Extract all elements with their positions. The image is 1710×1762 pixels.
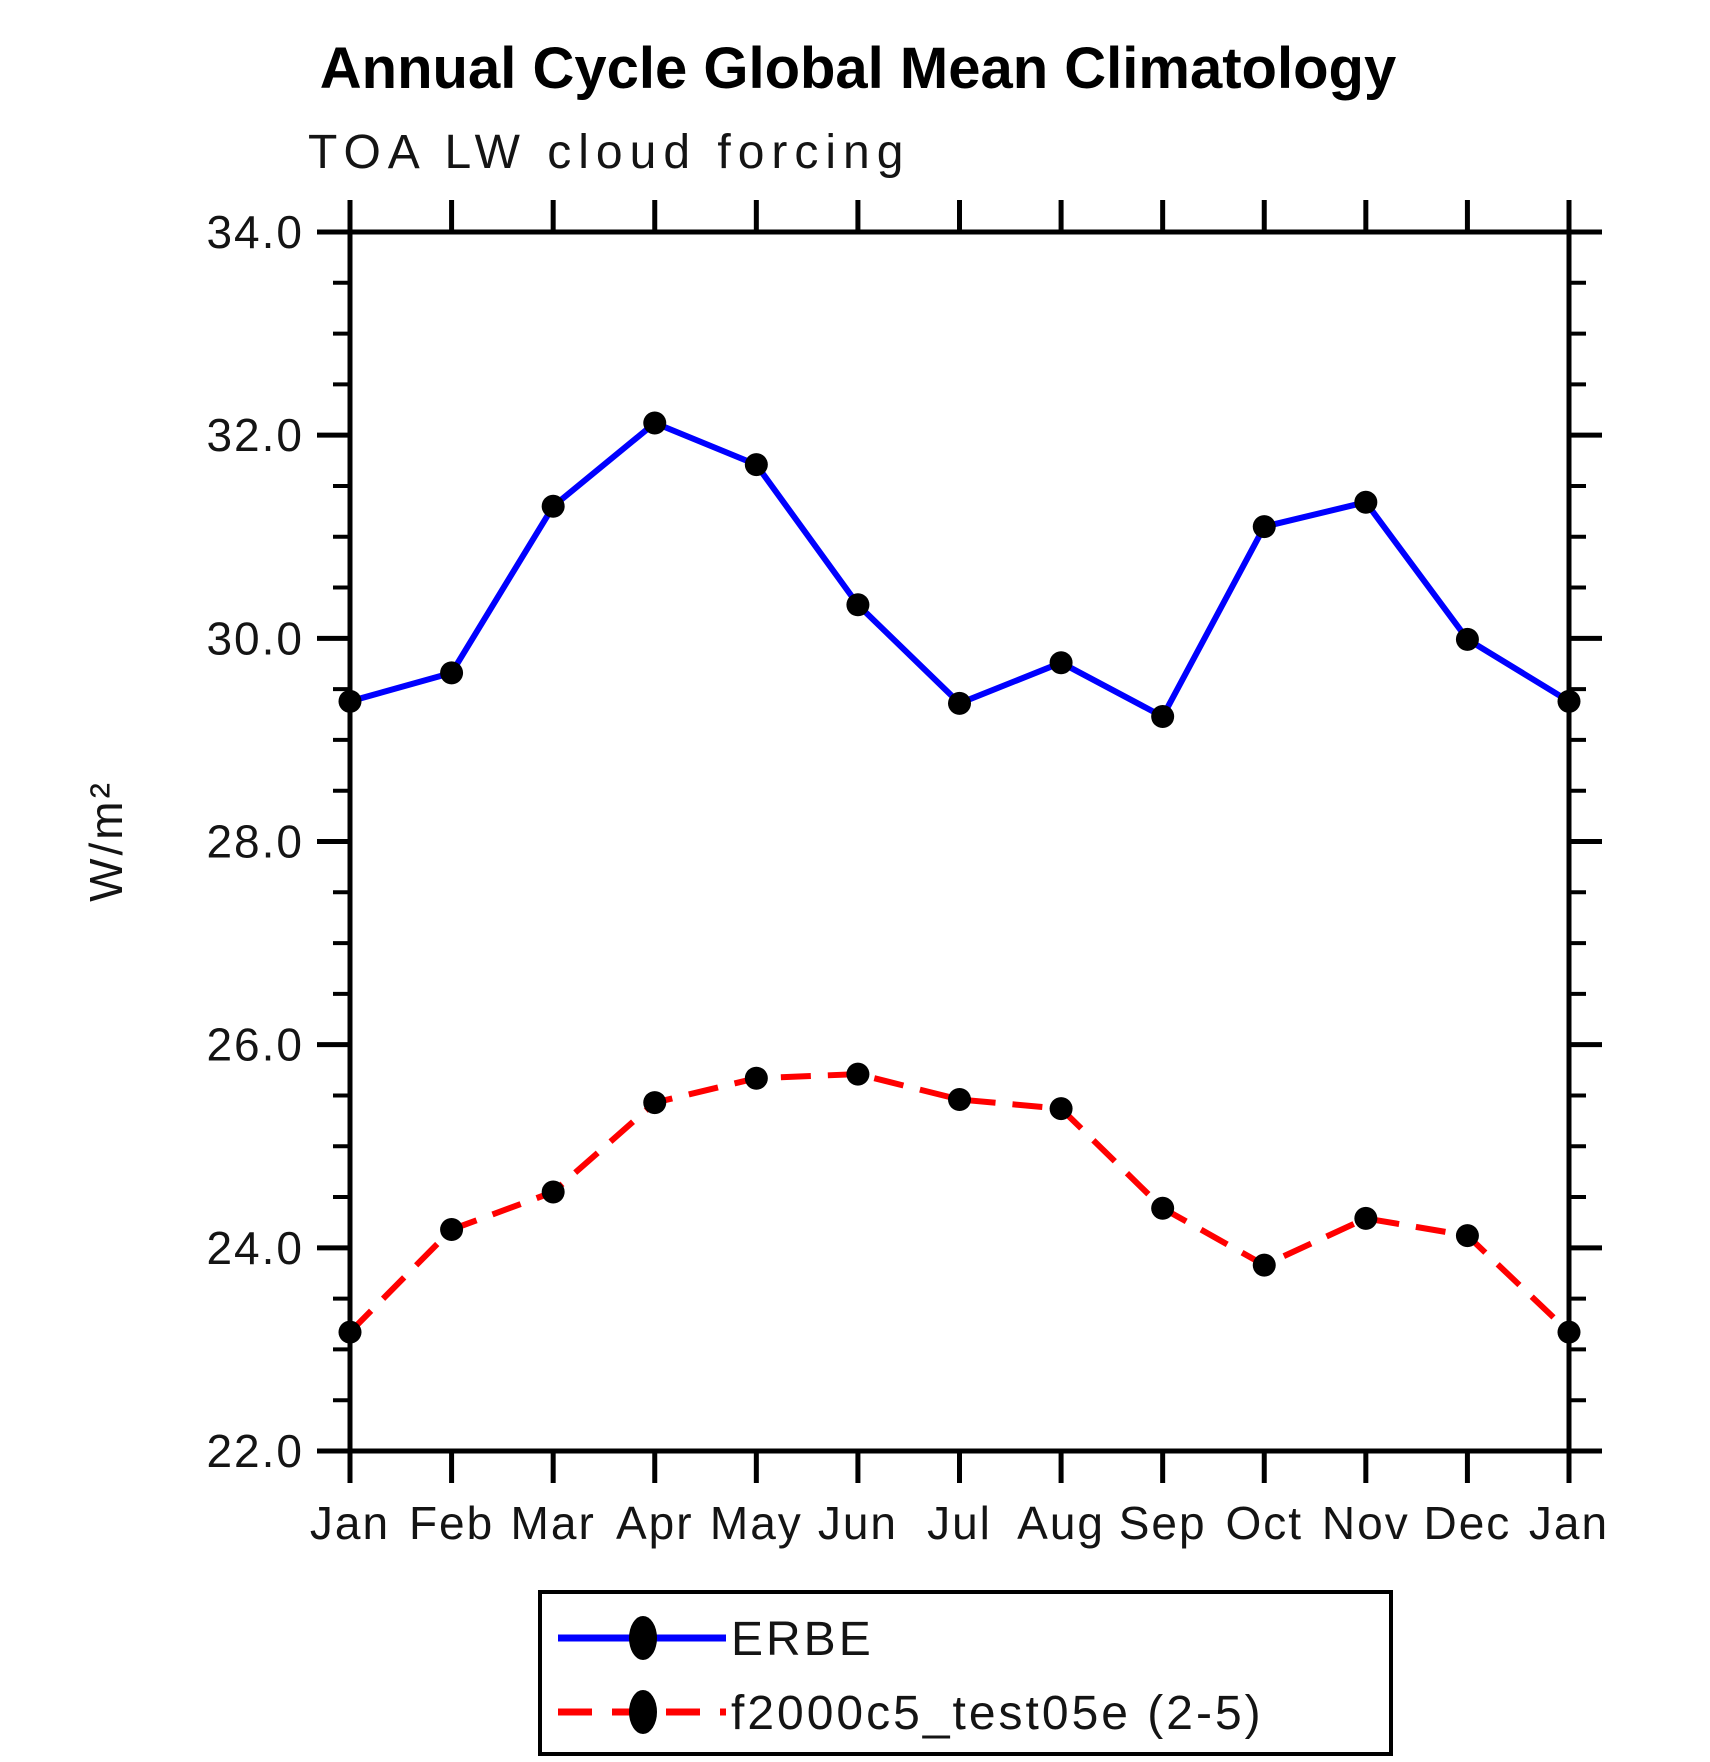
x-tick-label: Jun bbox=[818, 1497, 898, 1549]
data-point-marker bbox=[1455, 627, 1479, 651]
x-tick-label: Feb bbox=[409, 1497, 494, 1549]
data-point-marker bbox=[338, 689, 362, 713]
data-point-marker bbox=[541, 494, 565, 518]
plot-area: Jan Feb Mar Apr May Jun Jul Aug Sep Oct Nov Dec Jan2… bbox=[206, 200, 1609, 1549]
y-tick-label: 22.0 bbox=[206, 1425, 304, 1477]
y-tick-label: 34.0 bbox=[206, 206, 304, 258]
legend-label-erbe: ERBE bbox=[731, 1613, 874, 1666]
data-point-marker bbox=[1455, 1224, 1479, 1248]
y-tick-label: 26.0 bbox=[206, 1019, 304, 1071]
y-tick-label: 32.0 bbox=[206, 409, 304, 461]
data-point-marker bbox=[338, 1320, 362, 1344]
x-tick-label: Aug bbox=[1017, 1497, 1105, 1549]
data-point-marker bbox=[440, 1218, 464, 1242]
y-tick-label: 30.0 bbox=[206, 612, 304, 664]
y-tick-label: 24.0 bbox=[206, 1222, 304, 1274]
x-tick-label: Jan bbox=[1529, 1497, 1609, 1549]
x-tick-label: Sep bbox=[1119, 1497, 1207, 1549]
data-point-marker bbox=[1252, 1253, 1276, 1277]
data-point-marker bbox=[643, 411, 667, 435]
data-point-marker bbox=[1557, 1320, 1581, 1344]
legend-item-erbe: ERBE bbox=[558, 1613, 874, 1666]
x-tick-label: Mar bbox=[511, 1497, 596, 1549]
data-point-marker bbox=[1049, 1097, 1073, 1121]
data-point-marker bbox=[744, 453, 768, 477]
chart-subtitle: TOA LW cloud forcing bbox=[308, 126, 910, 179]
data-point-marker bbox=[744, 1066, 768, 1090]
legend-marker-dot bbox=[629, 1690, 657, 1734]
data-point-marker bbox=[948, 691, 971, 715]
x-tick-label: Dec bbox=[1424, 1497, 1512, 1549]
x-tick-label: Oct bbox=[1225, 1497, 1303, 1549]
series-line-0 bbox=[349, 420, 1571, 720]
series-line-1 bbox=[347, 1071, 1572, 1335]
y-axis-title: W/m² bbox=[80, 780, 132, 902]
page-title: Annual Cycle Global Mean Climatology bbox=[320, 36, 1396, 101]
x-tick-label: Jul bbox=[927, 1497, 992, 1549]
legend-box bbox=[538, 1590, 1393, 1756]
data-point-marker bbox=[846, 593, 870, 617]
data-point-marker bbox=[1049, 651, 1073, 675]
legend-marker-dot bbox=[629, 1616, 657, 1660]
data-point-marker bbox=[1354, 490, 1378, 514]
plot-frame bbox=[347, 229, 1572, 1454]
data-point-marker bbox=[1252, 515, 1276, 539]
data-point-marker bbox=[541, 1180, 565, 1204]
legend: ERBE f2000c5_test05e (2-5) bbox=[538, 1590, 1393, 1756]
legend-item-model: f2000c5_test05e (2-5) bbox=[558, 1687, 1264, 1740]
data-point-marker bbox=[1151, 1196, 1175, 1220]
x-tick-label: May bbox=[710, 1497, 803, 1549]
y-tick-label: 28.0 bbox=[206, 816, 304, 868]
x-tick-label: Apr bbox=[616, 1497, 694, 1549]
x-tick-label: Jan bbox=[310, 1497, 390, 1549]
data-point-marker bbox=[643, 1091, 667, 1115]
data-point-marker bbox=[1557, 689, 1581, 713]
legend-label-model: f2000c5_test05e (2-5) bbox=[731, 1687, 1264, 1740]
data-point-marker bbox=[1151, 705, 1175, 729]
data-point-marker bbox=[440, 661, 464, 685]
data-point-marker bbox=[1354, 1206, 1378, 1230]
data-point-marker bbox=[846, 1062, 870, 1086]
data-point-marker bbox=[948, 1088, 971, 1112]
x-tick-label: Nov bbox=[1322, 1497, 1410, 1549]
